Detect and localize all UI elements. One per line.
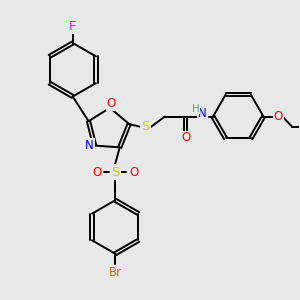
Text: F: F — [69, 20, 76, 33]
Text: O: O — [107, 97, 116, 110]
Text: S: S — [141, 121, 150, 134]
Text: O: O — [181, 131, 190, 145]
Text: O: O — [129, 166, 138, 178]
Text: O: O — [274, 110, 283, 123]
Text: H: H — [192, 103, 200, 114]
Text: N: N — [85, 139, 94, 152]
Text: Br: Br — [109, 266, 122, 279]
Text: N: N — [198, 106, 207, 119]
Text: O: O — [92, 166, 101, 178]
Text: S: S — [111, 166, 119, 178]
